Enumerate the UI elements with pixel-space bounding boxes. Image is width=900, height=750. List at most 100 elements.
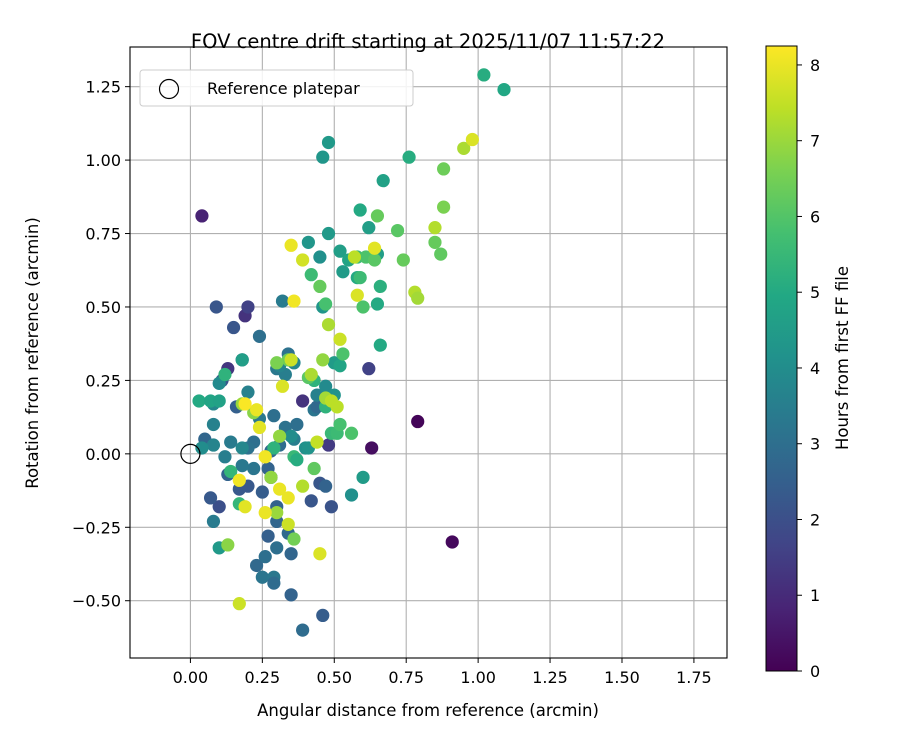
colorbar-tick-label: 4 — [810, 359, 820, 378]
data-point — [434, 247, 448, 261]
data-point — [212, 394, 226, 408]
data-point — [350, 288, 364, 302]
data-point — [373, 338, 387, 352]
data-point — [333, 359, 347, 373]
data-point — [336, 347, 350, 361]
data-point — [497, 82, 511, 97]
data-point — [344, 488, 359, 502]
data-point — [255, 485, 269, 499]
x-axis-ticks: 0.00 0.25 0.50 0.75 1.00 1.25 1.50 1.75 — [173, 658, 712, 687]
x-tick-label: 0.25 — [245, 668, 281, 687]
data-point — [356, 470, 370, 484]
reference-platepar-marker — [180, 443, 201, 464]
legend-marker-icon — [158, 78, 180, 100]
data-point — [209, 300, 223, 314]
data-point — [249, 558, 264, 573]
data-point — [241, 385, 255, 399]
y-axis-ticks: −0.50 −0.25 0.00 0.25 0.50 0.75 1.00 1.25 — [72, 78, 130, 611]
data-point — [287, 294, 301, 308]
data-point — [249, 403, 264, 417]
data-point — [235, 458, 249, 473]
data-point — [247, 461, 261, 476]
data-point — [258, 505, 272, 520]
x-axis-label: Angular distance from reference (arcmin) — [257, 701, 599, 720]
data-point — [238, 397, 252, 411]
data-point — [232, 597, 246, 611]
data-point — [353, 270, 367, 285]
data-point — [477, 68, 491, 82]
data-point — [319, 479, 333, 493]
data-point — [296, 479, 310, 493]
data-point — [275, 379, 290, 393]
data-point — [321, 226, 336, 241]
data-point — [307, 461, 321, 476]
x-tick-label: 1.25 — [532, 668, 568, 687]
data-point — [402, 150, 416, 164]
data-point — [330, 400, 344, 414]
data-point — [296, 253, 310, 267]
data-point — [203, 491, 218, 505]
data-point — [316, 150, 330, 164]
data-point — [235, 441, 249, 455]
data-point — [206, 514, 221, 529]
data-point — [356, 300, 370, 314]
colorbar-gradient — [766, 46, 797, 671]
data-point — [284, 547, 298, 561]
y-tick-label: 0.00 — [85, 445, 121, 464]
data-point — [321, 317, 336, 332]
data-point — [273, 482, 287, 496]
data-point — [362, 362, 376, 376]
data-point — [252, 420, 267, 435]
data-point — [267, 576, 281, 590]
data-point — [296, 623, 310, 637]
data-point — [316, 608, 330, 623]
data-point — [411, 291, 425, 305]
data-point — [445, 535, 459, 549]
colorbar-tick-label: 2 — [810, 510, 820, 529]
legend: Reference platepar — [139, 69, 414, 107]
data-point — [264, 470, 278, 484]
colorbar-tick-label: 8 — [810, 56, 820, 75]
data-point — [235, 353, 249, 367]
data-point — [465, 132, 479, 147]
data-point — [319, 379, 333, 393]
colorbar: 0 1 2 3 4 5 6 7 8 Hours from first FF file — [765, 45, 852, 681]
data-point — [370, 209, 385, 223]
data-point — [437, 162, 451, 176]
data-point — [284, 238, 298, 252]
x-tick-label: 0.00 — [173, 668, 209, 687]
data-point — [206, 417, 221, 432]
data-point — [370, 297, 385, 311]
grid-lines — [130, 47, 727, 658]
data-point — [252, 329, 267, 343]
data-point — [296, 394, 310, 408]
data-point — [333, 332, 347, 346]
data-point — [195, 209, 209, 223]
data-point — [267, 409, 281, 423]
legend-label: Reference platepar — [207, 79, 360, 98]
colorbar-frame — [765, 45, 798, 672]
data-point — [273, 429, 287, 443]
colorbar-ticks: 0 1 2 3 4 5 6 7 8 — [797, 56, 820, 681]
data-point — [261, 529, 275, 543]
data-point — [333, 244, 347, 258]
data-point — [281, 517, 295, 531]
data-point — [367, 241, 382, 255]
data-point — [313, 547, 327, 561]
data-point — [313, 279, 327, 294]
data-point — [428, 221, 442, 235]
colorbar-tick-label: 7 — [810, 132, 820, 151]
y-axis-label: Rotation from reference (arcmin) — [23, 217, 42, 489]
y-tick-label: 0.50 — [85, 298, 121, 317]
data-point — [457, 141, 471, 155]
data-point — [365, 441, 379, 455]
data-point — [304, 494, 318, 508]
data-point — [192, 394, 206, 408]
data-point — [390, 223, 405, 238]
data-points — [192, 68, 511, 637]
data-point — [373, 279, 387, 294]
data-point — [212, 500, 226, 514]
data-point — [232, 473, 246, 487]
data-point — [313, 250, 327, 264]
